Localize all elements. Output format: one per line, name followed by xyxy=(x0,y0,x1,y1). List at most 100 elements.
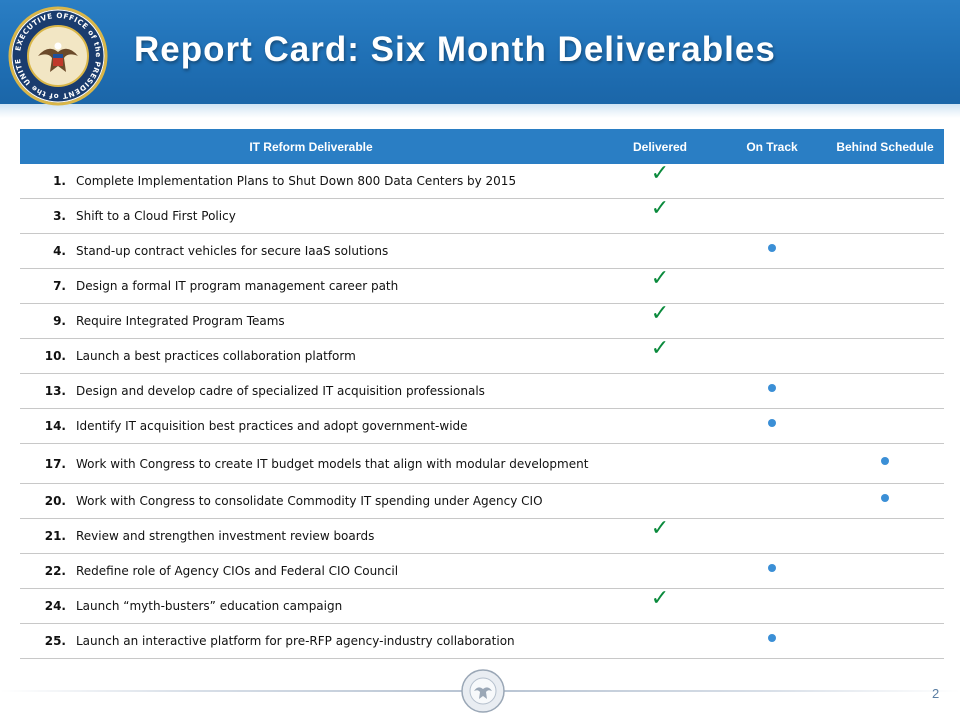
status-cell-delivered xyxy=(602,553,718,589)
status-cell-on-track xyxy=(718,588,826,624)
status-cell-delivered: ✓ xyxy=(602,161,718,199)
table-row: 14. Identify IT acquisition best practice… xyxy=(20,408,944,444)
status-cell-behind xyxy=(826,623,944,659)
status-cell-behind xyxy=(826,338,944,374)
checkmark-icon: ✓ xyxy=(650,516,670,541)
row-deliverable: Identify IT acquisition best practices a… xyxy=(72,408,602,444)
row-deliverable: Launch a best practices collaboration pl… xyxy=(72,338,602,374)
deliverables-table: IT Reform Deliverable Delivered On Track… xyxy=(20,129,944,659)
table-row: 1. Complete Implementation Plans to Shut … xyxy=(20,161,944,199)
row-number: 24. xyxy=(20,588,72,624)
status-cell-on-track xyxy=(718,408,826,444)
status-cell-on-track xyxy=(718,483,826,519)
table-row: 13. Design and develop cadre of specializ… xyxy=(20,373,944,409)
row-number: 13. xyxy=(20,373,72,409)
status-cell-on-track xyxy=(718,198,826,234)
row-number: 9. xyxy=(20,303,72,339)
row-number: 1. xyxy=(20,164,72,199)
dot-icon xyxy=(768,634,776,642)
status-cell-behind xyxy=(826,518,944,554)
row-deliverable: Require Integrated Program Teams xyxy=(72,303,602,339)
status-cell-behind xyxy=(826,164,944,199)
status-cell-delivered: ✓ xyxy=(602,301,718,339)
status-cell-on-track xyxy=(718,443,826,484)
table-row: 24. Launch “myth-busters” education campa… xyxy=(20,586,944,624)
status-cell-on-track xyxy=(718,233,826,269)
checkmark-icon: ✓ xyxy=(650,161,670,186)
row-number: 17. xyxy=(20,443,72,484)
status-cell-behind xyxy=(826,198,944,234)
executive-office-seal-logo: EXECUTIVE OFFICE of the PRESIDENT of the… xyxy=(8,6,108,106)
status-cell-behind xyxy=(826,373,944,409)
status-cell-on-track xyxy=(718,164,826,199)
status-cell-behind xyxy=(826,408,944,444)
header-behind-schedule: Behind Schedule xyxy=(826,129,944,164)
status-cell-delivered: ✓ xyxy=(602,196,718,234)
status-cell-behind xyxy=(826,588,944,624)
status-cell-behind xyxy=(826,443,944,484)
dot-icon xyxy=(768,564,776,572)
footer-seal-logo xyxy=(461,669,505,713)
row-deliverable: Shift to a Cloud First Policy xyxy=(72,198,602,234)
checkmark-icon: ✓ xyxy=(650,586,670,611)
status-cell-on-track xyxy=(718,623,826,659)
status-cell-delivered: ✓ xyxy=(602,268,718,304)
table-row: 22. Redefine role of Agency CIOs and Fede… xyxy=(20,553,944,589)
header-on-track: On Track xyxy=(718,129,826,164)
table-row: 17. Work with Congress to create IT budge… xyxy=(20,443,944,484)
status-cell-delivered: ✓ xyxy=(602,586,718,624)
dot-icon xyxy=(768,244,776,252)
checkmark-icon: ✓ xyxy=(650,336,670,361)
header-delivered: Delivered xyxy=(602,129,718,164)
status-cell-on-track xyxy=(718,373,826,409)
row-deliverable: Design a formal IT program management ca… xyxy=(72,268,602,304)
status-cell-delivered xyxy=(602,483,718,519)
status-cell-on-track xyxy=(718,338,826,374)
status-cell-delivered xyxy=(602,373,718,409)
table-row: 7. Design a formal IT program management … xyxy=(20,268,944,304)
status-cell-on-track xyxy=(718,303,826,339)
row-deliverable: Work with Congress to consolidate Commod… xyxy=(72,483,602,519)
status-cell-on-track xyxy=(718,518,826,554)
row-deliverable: Review and strengthen investment review … xyxy=(72,518,602,554)
status-cell-behind xyxy=(826,268,944,304)
table-row: 21. Review and strengthen investment revi… xyxy=(20,516,944,554)
row-number: 20. xyxy=(20,483,72,519)
row-deliverable: Work with Congress to create IT budget m… xyxy=(72,443,602,484)
status-cell-delivered xyxy=(602,443,718,484)
status-cell-behind xyxy=(826,233,944,269)
row-number: 22. xyxy=(20,553,72,589)
table-header-row: IT Reform Deliverable Delivered On Track… xyxy=(20,129,944,164)
status-cell-behind xyxy=(826,553,944,589)
status-cell-on-track xyxy=(718,268,826,304)
row-deliverable: Stand-up contract vehicles for secure Ia… xyxy=(72,233,602,269)
checkmark-icon: ✓ xyxy=(650,196,670,221)
row-deliverable: Launch “myth-busters” education campaign xyxy=(72,588,602,624)
status-cell-on-track xyxy=(718,553,826,589)
title-banner xyxy=(0,0,960,112)
table-row: 20. Work with Congress to consolidate Com… xyxy=(20,483,944,519)
row-deliverable: Launch an interactive platform for pre-R… xyxy=(72,623,602,659)
status-cell-delivered xyxy=(602,233,718,269)
row-number: 21. xyxy=(20,518,72,554)
page-title: Report Card: Six Month Deliverables xyxy=(134,30,776,69)
dot-icon xyxy=(881,494,889,502)
deliverables-rows: 1. Complete Implementation Plans to Shut … xyxy=(20,161,944,659)
table-row: 3. Shift to a Cloud First Policy ✓ xyxy=(20,196,944,234)
dot-icon xyxy=(881,456,889,465)
checkmark-icon: ✓ xyxy=(650,301,670,326)
status-cell-behind xyxy=(826,303,944,339)
banner-swoosh xyxy=(0,104,960,118)
row-number: 25. xyxy=(20,623,72,659)
table-row: 9. Require Integrated Program Teams ✓ xyxy=(20,301,944,339)
row-number: 10. xyxy=(20,338,72,374)
table-row: 10. Launch a best practices collaboration… xyxy=(20,336,944,374)
dot-icon xyxy=(768,384,776,392)
status-cell-delivered: ✓ xyxy=(602,336,718,374)
row-number: 14. xyxy=(20,408,72,444)
page-number: 2 xyxy=(932,686,940,701)
row-number: 4. xyxy=(20,233,72,269)
row-deliverable: Redefine role of Agency CIOs and Federal… xyxy=(72,553,602,589)
row-number: 3. xyxy=(20,198,72,234)
table-row: 25. Launch an interactive platform for pr… xyxy=(20,623,944,659)
